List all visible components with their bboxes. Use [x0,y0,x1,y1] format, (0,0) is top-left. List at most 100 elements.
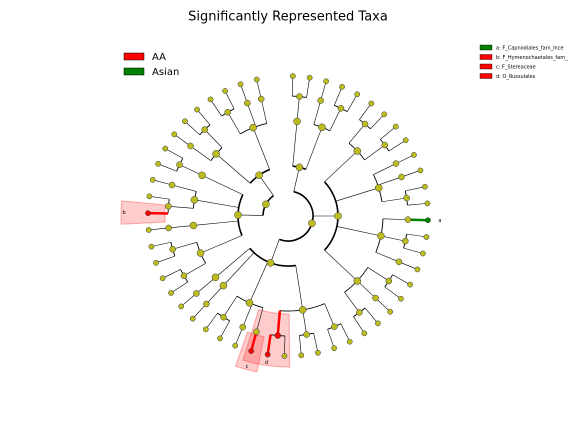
taxon-node [381,111,388,118]
clade-legend-label: a: F_Capnodiales_fam_Ince [496,46,564,52]
taxon-node [298,306,307,314]
branch [168,206,194,209]
clade-legend-swatch [479,54,493,60]
taxon-node [253,328,260,336]
clade-legend-label: c: F_Stereaceae [496,65,536,71]
taxon-node [202,326,209,333]
branch [172,242,197,250]
branch [344,292,360,313]
taxon-node [180,272,188,280]
clade-arc [278,190,314,242]
taxon-node [385,277,393,285]
branch [375,297,391,312]
taxon-node [237,81,244,88]
branch [334,86,343,106]
branch [359,103,372,120]
taxon-node [168,181,176,189]
taxon-node [211,273,220,282]
taxon-node [201,126,208,133]
taxon-node [159,275,166,282]
branch [364,307,379,324]
taxon-node [264,351,271,358]
taxon-node [374,184,383,192]
branch [224,90,235,109]
taxon-node [207,96,214,103]
branch [258,175,274,196]
branch [206,285,224,305]
branch [192,303,207,319]
branch [302,309,307,335]
branch [403,247,423,254]
branch [329,108,342,131]
branch [249,331,258,352]
clade-highlight [242,308,291,368]
taxon-node [153,259,159,266]
branch [234,327,244,346]
taxon-node [165,203,172,210]
branch [238,214,264,216]
clade-legend-label: d: O_Russulales [496,74,536,80]
taxon-node [257,95,265,103]
taxon-node [169,245,176,253]
taxon-node [417,167,424,174]
branch [215,248,251,278]
taxon-node [377,232,385,240]
taxon-node [318,123,326,132]
taxon-node [249,123,257,132]
taxon-node [149,176,156,183]
taxon-node [339,84,345,90]
branch [401,170,421,178]
taxon-node [346,338,353,345]
taxon-node [219,281,228,290]
branch [324,303,335,327]
branch [407,203,428,206]
branch [405,186,425,192]
branch [348,123,366,144]
taxon-node [361,330,368,337]
taxon-node [303,331,310,338]
branch [388,139,406,152]
taxon-node [262,200,270,209]
branch [276,310,282,336]
taxon-node [245,299,254,307]
taxon-node [193,290,200,297]
branch [347,94,358,112]
branch [373,163,397,175]
branch [242,303,253,328]
taxon-node [248,348,255,354]
branch [395,154,415,164]
branch [204,129,223,148]
branch [377,176,402,186]
taxon-node [306,74,313,81]
branch [324,249,358,282]
taxon-node [407,281,413,288]
taxon-node [196,249,205,257]
taxon-node [178,303,184,310]
branch [336,226,381,237]
branch [183,263,206,277]
taxon-node [217,335,223,342]
taxon-node [232,342,239,349]
taxon-node [353,147,362,155]
branch [210,99,222,117]
taxon-node [404,216,412,223]
taxon-node [145,227,152,233]
taxon-node [203,300,210,308]
branch [284,335,286,356]
branch [196,277,216,294]
branch [190,145,212,161]
clade-label: c [246,364,249,370]
branch [200,235,243,254]
branch [252,127,270,170]
taxon-node [398,173,405,181]
branch [364,144,385,161]
taxon-node [198,171,206,180]
branch [291,76,294,97]
clade-label: a [438,218,441,224]
taxon-node [145,210,151,216]
branch [219,320,230,339]
taxon-node [398,295,404,302]
branch [247,102,257,127]
taxon-node [392,160,400,167]
taxon-node [331,345,338,352]
